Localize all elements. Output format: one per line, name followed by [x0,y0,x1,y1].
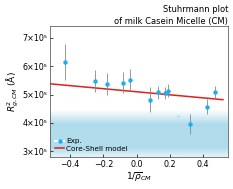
X-axis label: $1/\overline{\rho}_{CM}$: $1/\overline{\rho}_{CM}$ [126,170,152,184]
Circle shape [0,125,233,147]
Text: Stuhrmann plot
of milk Casein Micelle (CM): Stuhrmann plot of milk Casein Micelle (C… [114,5,228,26]
Circle shape [0,114,233,158]
Circle shape [0,120,233,151]
Circle shape [0,122,233,150]
Circle shape [0,115,233,156]
Legend: Exp., Core-Shell model: Exp., Core-Shell model [54,137,130,153]
Point [176,114,180,117]
Circle shape [0,112,233,159]
Circle shape [0,119,233,153]
Point [176,157,180,160]
Circle shape [0,117,233,155]
Y-axis label: $R^2_{g,CM}$ (Å): $R^2_{g,CM}$ (Å) [5,71,21,112]
Circle shape [0,123,233,148]
